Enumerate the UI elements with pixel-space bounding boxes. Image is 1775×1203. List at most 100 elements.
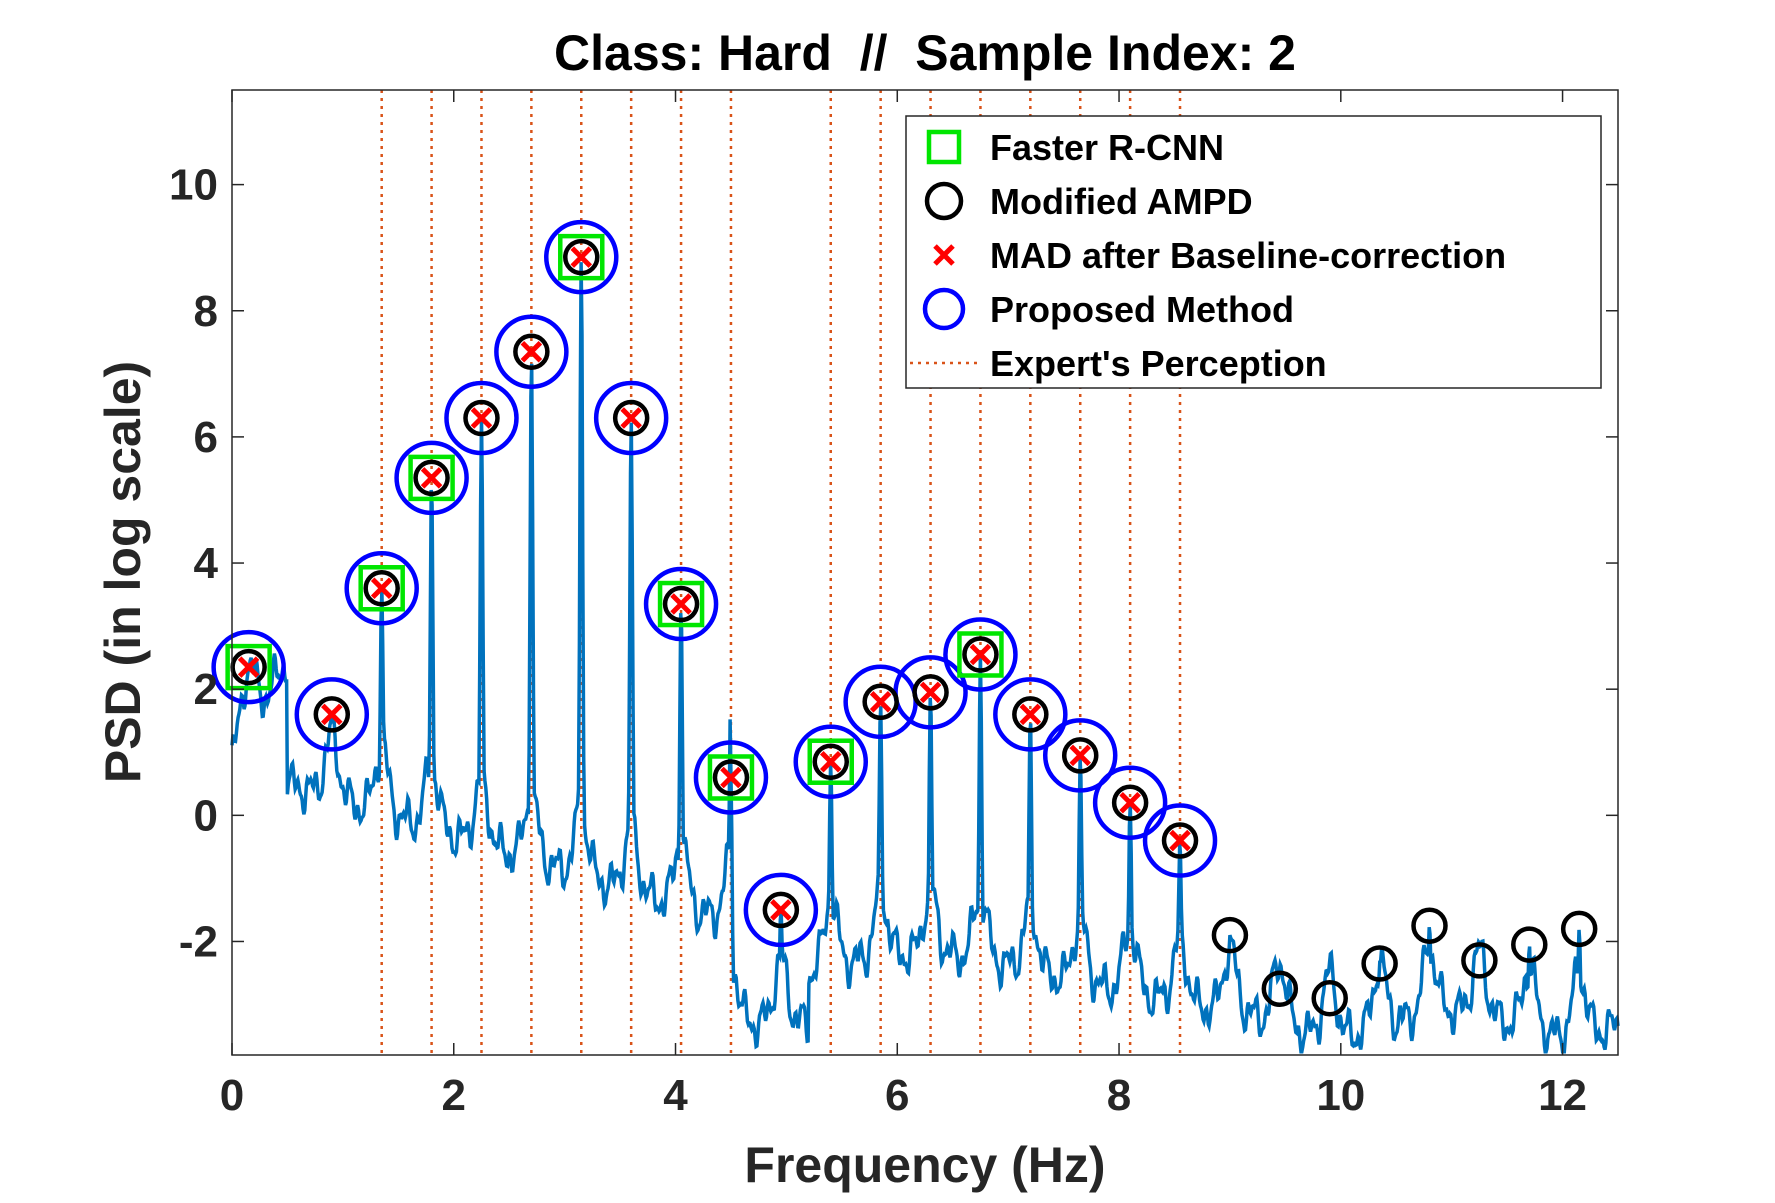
- modified-ampd-marker: [962, 636, 999, 673]
- mad-marker: [620, 407, 642, 429]
- proposed-method-marker: [793, 724, 869, 799]
- modified-ampd-marker: [1161, 822, 1199, 859]
- proposed-method-marker: [211, 629, 286, 705]
- proposed-method-marker: [1092, 765, 1168, 840]
- mad-marker: [670, 593, 692, 615]
- proposed-method-marker: [294, 677, 370, 752]
- mad-marker: [470, 407, 493, 429]
- legend-label: MAD after Baseline-correction: [990, 235, 1506, 276]
- proposed-method-marker: [1142, 803, 1218, 878]
- modified-ampd-marker: [1560, 910, 1598, 948]
- x-tick-label: 2: [442, 1071, 466, 1120]
- x-tick-label: 4: [663, 1071, 688, 1120]
- modified-ampd-marker: [1111, 784, 1149, 821]
- mad-marker: [1169, 829, 1191, 852]
- mad-marker: [919, 681, 942, 704]
- legend-marker-square: [926, 129, 962, 165]
- mad-marker: [1119, 791, 1141, 814]
- x-tick-label: 8: [1107, 1071, 1131, 1120]
- modified-ampd-marker: [1311, 979, 1348, 1017]
- modified-ampd-marker: [1361, 945, 1398, 982]
- modified-ampd-marker: [1211, 916, 1249, 954]
- faster-rcnn-marker: [558, 233, 605, 281]
- y-tick-label: 6: [194, 413, 218, 462]
- y-tick-label: 8: [194, 287, 218, 336]
- proposed-method-marker: [593, 380, 669, 456]
- mad-marker: [1019, 703, 1042, 726]
- faster-rcnn-marker: [358, 565, 405, 612]
- y-axis-label: PSD (in log scale): [95, 361, 151, 783]
- mad-marker: [869, 691, 892, 713]
- y-tick-label: 4: [194, 539, 219, 588]
- proposed-method-marker: [943, 617, 1018, 692]
- legend-box: [905, 115, 1602, 389]
- legend-marker-circle: [924, 181, 964, 221]
- mad-marker: [420, 467, 443, 489]
- modified-ampd-marker: [413, 459, 450, 497]
- legend-label: Proposed Method: [990, 289, 1294, 330]
- plot-area-frame: [231, 89, 1619, 1056]
- modified-ampd-marker: [1511, 926, 1548, 963]
- faster-rcnn-marker: [225, 643, 272, 691]
- proposed-method-marker: [544, 219, 619, 295]
- modified-ampd-marker: [563, 238, 600, 276]
- modified-ampd-marker: [1411, 907, 1448, 944]
- x-tick-label: 12: [1538, 1071, 1587, 1120]
- legend-label: Faster R-CNN: [990, 127, 1224, 168]
- legend: Faster R-CNN Modified AMPD MAD after Basel…: [905, 115, 1602, 389]
- modified-ampd-marker: [762, 891, 800, 929]
- legend-label: Modified AMPD: [990, 181, 1253, 222]
- markers-layer: [211, 219, 1598, 1017]
- legend-label: Expert's Perception: [990, 343, 1327, 384]
- modified-ampd-marker: [662, 585, 700, 623]
- proposed-method-marker: [743, 872, 819, 948]
- mad-marker: [520, 340, 543, 363]
- psd-signal-line: [230, 262, 1620, 1054]
- modified-ampd-marker: [612, 399, 650, 437]
- legend-marker-large-circle: [922, 287, 966, 331]
- modified-ampd-marker: [712, 759, 750, 796]
- faster-rcnn-marker: [807, 738, 855, 785]
- modified-ampd-marker: [912, 674, 949, 711]
- mad-marker: [969, 643, 992, 666]
- x-tick-label: 10: [1316, 1071, 1365, 1120]
- y-tick-label: 10: [169, 161, 218, 210]
- mad-marker: [819, 750, 842, 773]
- modified-ampd-marker: [1261, 970, 1299, 1008]
- mad-marker: [720, 766, 742, 789]
- chart-title: Class: Hard // Sample Index: 2: [554, 25, 1296, 81]
- mad-marker: [321, 703, 343, 726]
- proposed-method-marker: [993, 677, 1068, 752]
- mad-marker: [570, 246, 593, 268]
- proposed-method-marker: [643, 566, 719, 642]
- faster-rcnn-marker: [408, 454, 455, 502]
- mad-marker: [1069, 744, 1091, 767]
- modified-ampd-marker: [463, 399, 500, 437]
- proposed-method-marker: [444, 380, 519, 456]
- modified-ampd-marker: [1012, 696, 1049, 733]
- ticks-layer: 0 2 4 6 8 10 12 -2 0 2 4 6 8 10: [169, 90, 1618, 1120]
- mad-marker: [237, 656, 260, 678]
- mad-marker: [770, 899, 792, 921]
- faster-rcnn-marker: [657, 580, 705, 628]
- proposed-method-marker: [344, 551, 419, 626]
- modified-ampd-marker: [513, 333, 550, 370]
- x-tick-label: 6: [885, 1071, 909, 1120]
- proposed-method-marker: [1042, 718, 1118, 793]
- y-tick-label: 2: [194, 665, 218, 714]
- modified-ampd-marker: [1461, 942, 1498, 979]
- proposed-method-marker: [693, 740, 769, 815]
- modified-ampd-marker: [363, 570, 400, 607]
- proposed-method-marker: [394, 440, 469, 516]
- mad-marker: [370, 577, 393, 600]
- faster-rcnn-marker: [957, 631, 1004, 678]
- faster-rcnn-marker: [707, 754, 755, 801]
- modified-ampd-marker: [862, 683, 899, 721]
- signal-layer: [230, 262, 1620, 1054]
- modified-ampd-marker: [1061, 737, 1099, 774]
- y-tick-label: -2: [179, 917, 218, 966]
- legend-marker-x: [933, 244, 955, 266]
- x-axis-label: Frequency (Hz): [744, 1137, 1105, 1193]
- modified-ampd-marker: [812, 743, 850, 780]
